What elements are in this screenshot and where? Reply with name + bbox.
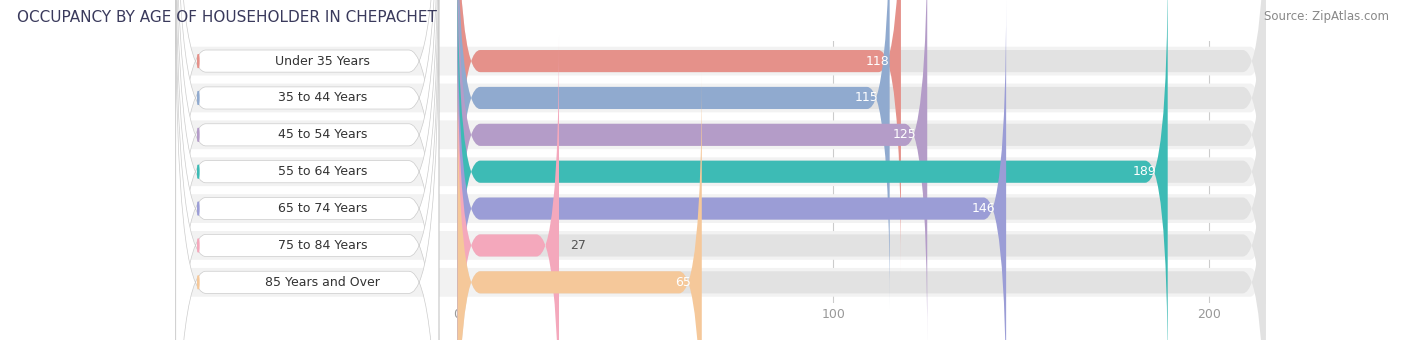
FancyBboxPatch shape xyxy=(176,38,1265,305)
FancyBboxPatch shape xyxy=(176,0,439,340)
FancyBboxPatch shape xyxy=(457,72,702,340)
FancyBboxPatch shape xyxy=(457,0,890,308)
FancyBboxPatch shape xyxy=(457,0,1265,340)
Text: Source: ZipAtlas.com: Source: ZipAtlas.com xyxy=(1264,10,1389,23)
FancyBboxPatch shape xyxy=(176,0,439,340)
FancyBboxPatch shape xyxy=(176,0,439,340)
Text: 27: 27 xyxy=(571,239,586,252)
Text: 75 to 84 Years: 75 to 84 Years xyxy=(277,239,367,252)
Text: 85 Years and Over: 85 Years and Over xyxy=(264,276,380,289)
Text: OCCUPANCY BY AGE OF HOUSEHOLDER IN CHEPACHET: OCCUPANCY BY AGE OF HOUSEHOLDER IN CHEPA… xyxy=(17,10,437,25)
FancyBboxPatch shape xyxy=(176,0,439,340)
FancyBboxPatch shape xyxy=(457,35,560,340)
FancyBboxPatch shape xyxy=(176,2,1265,268)
Text: 35 to 44 Years: 35 to 44 Years xyxy=(277,91,367,104)
FancyBboxPatch shape xyxy=(176,149,1265,340)
FancyBboxPatch shape xyxy=(176,75,1265,340)
FancyBboxPatch shape xyxy=(457,35,1265,340)
FancyBboxPatch shape xyxy=(457,0,927,340)
Text: 118: 118 xyxy=(866,55,890,68)
FancyBboxPatch shape xyxy=(457,0,1168,340)
Text: 55 to 64 Years: 55 to 64 Years xyxy=(277,165,367,178)
FancyBboxPatch shape xyxy=(176,0,1265,231)
FancyBboxPatch shape xyxy=(457,0,1265,271)
FancyBboxPatch shape xyxy=(457,72,1265,340)
Text: 65 to 74 Years: 65 to 74 Years xyxy=(277,202,367,215)
FancyBboxPatch shape xyxy=(457,0,1007,340)
Text: 125: 125 xyxy=(893,128,915,141)
Text: 45 to 54 Years: 45 to 54 Years xyxy=(277,128,367,141)
FancyBboxPatch shape xyxy=(457,0,901,271)
FancyBboxPatch shape xyxy=(457,0,1265,340)
FancyBboxPatch shape xyxy=(457,0,1265,340)
FancyBboxPatch shape xyxy=(176,112,1265,340)
FancyBboxPatch shape xyxy=(176,0,439,340)
Text: 146: 146 xyxy=(972,202,995,215)
Text: Under 35 Years: Under 35 Years xyxy=(274,55,370,68)
FancyBboxPatch shape xyxy=(457,0,1265,308)
FancyBboxPatch shape xyxy=(176,0,439,340)
FancyBboxPatch shape xyxy=(176,0,1265,194)
Text: 115: 115 xyxy=(855,91,879,104)
Text: 189: 189 xyxy=(1133,165,1156,178)
FancyBboxPatch shape xyxy=(176,0,439,340)
Text: 65: 65 xyxy=(675,276,690,289)
